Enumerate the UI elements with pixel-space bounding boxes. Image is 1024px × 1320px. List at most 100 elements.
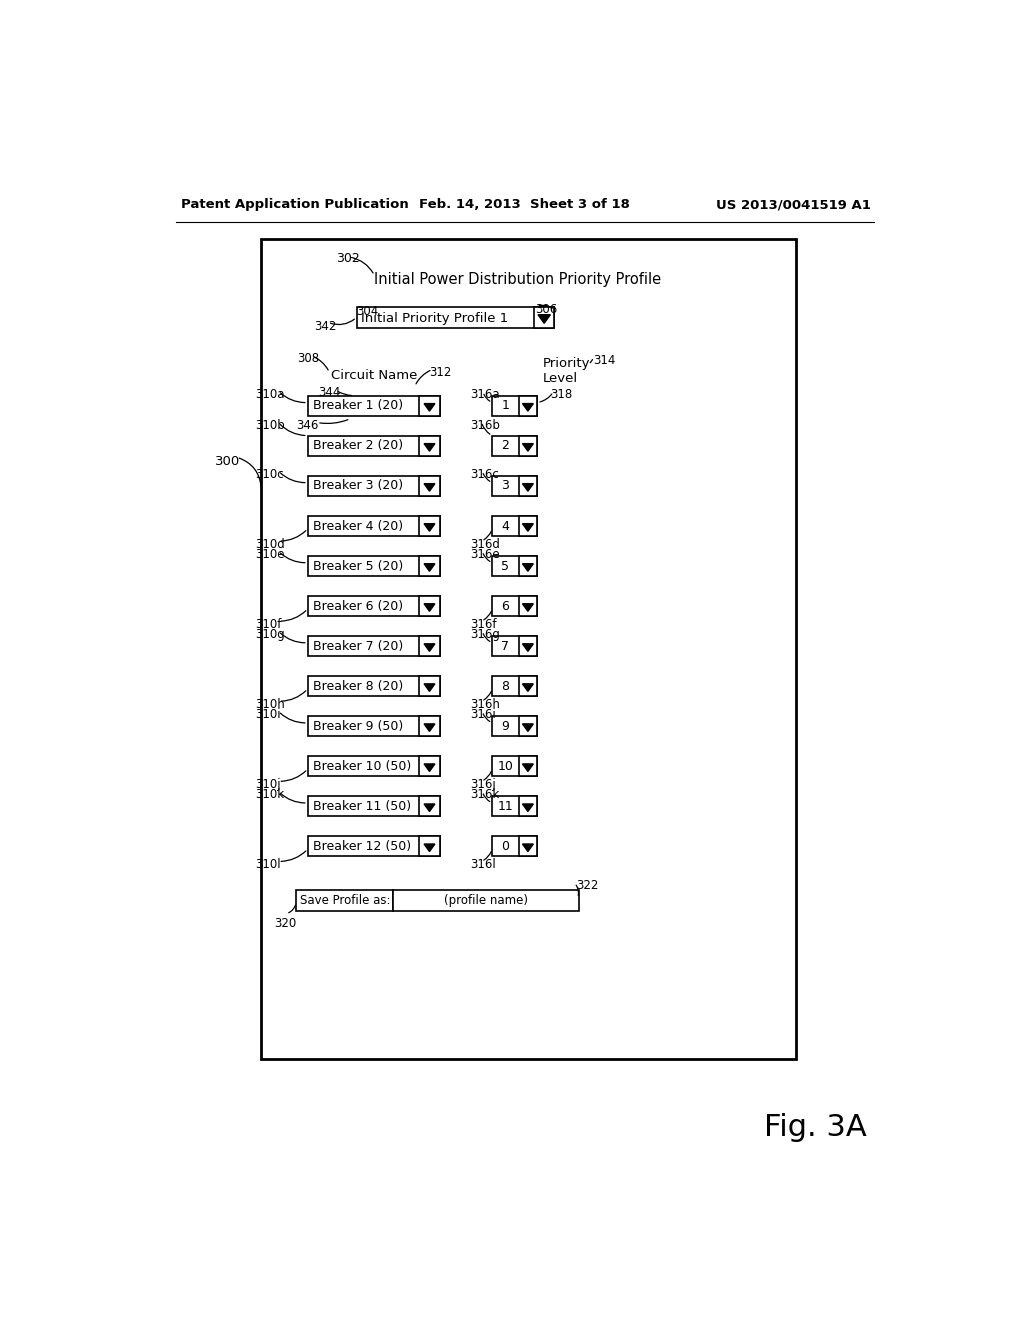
Text: 11: 11 (498, 800, 513, 813)
Text: Breaker 3 (20): Breaker 3 (20) (313, 479, 403, 492)
Text: 310k: 310k (255, 788, 285, 801)
Bar (420, 796, 439, 816)
Text: Breaker 8 (20): Breaker 8 (20) (313, 680, 403, 693)
Bar (420, 756, 439, 776)
Bar (518, 676, 538, 696)
Text: 310h: 310h (255, 698, 285, 711)
Bar (493, 475, 538, 496)
Polygon shape (424, 684, 435, 692)
Polygon shape (424, 644, 435, 651)
Text: Breaker 11 (50): Breaker 11 (50) (313, 800, 412, 813)
Polygon shape (424, 804, 435, 812)
Text: 1: 1 (502, 400, 509, 412)
Bar (308, 796, 439, 816)
Polygon shape (424, 564, 435, 572)
Text: Breaker 4 (20): Breaker 4 (20) (313, 520, 403, 532)
Text: 9: 9 (502, 719, 509, 733)
Bar (518, 595, 538, 615)
Bar (420, 475, 439, 496)
Text: Feb. 14, 2013  Sheet 3 of 18: Feb. 14, 2013 Sheet 3 of 18 (420, 198, 630, 211)
Bar (308, 636, 439, 656)
Text: 0: 0 (502, 840, 509, 853)
Bar (420, 676, 439, 696)
Polygon shape (538, 314, 550, 323)
Text: 304: 304 (356, 305, 379, 318)
Bar (420, 595, 439, 615)
Bar (518, 756, 538, 776)
Bar (420, 396, 439, 416)
Text: 316f: 316f (471, 618, 497, 631)
Bar (261, 239, 796, 1059)
Text: 316c: 316c (471, 469, 500, 480)
Text: Initial Priority Profile 1: Initial Priority Profile 1 (361, 312, 509, 325)
Text: 318: 318 (550, 388, 572, 401)
Polygon shape (522, 483, 534, 491)
Bar (518, 836, 538, 857)
Bar (356, 308, 554, 327)
Text: 3: 3 (502, 479, 509, 492)
Bar (535, 308, 554, 327)
Text: 6: 6 (502, 599, 509, 612)
Text: Breaker 9 (50): Breaker 9 (50) (313, 719, 403, 733)
Text: 310e: 310e (255, 548, 285, 561)
Polygon shape (424, 723, 435, 731)
Text: 316j: 316j (471, 779, 497, 791)
Bar (308, 396, 439, 416)
Text: 310l: 310l (255, 858, 281, 871)
Text: 310a: 310a (255, 388, 285, 401)
Polygon shape (424, 764, 435, 771)
Text: 316d: 316d (471, 539, 501, 550)
Text: 306: 306 (535, 304, 557, 317)
Bar (518, 436, 538, 455)
Bar (493, 715, 538, 737)
Bar (493, 595, 538, 615)
Text: 310g: 310g (255, 628, 285, 642)
Text: Patent Application Publication: Patent Application Publication (180, 198, 409, 211)
Text: 310b: 310b (255, 420, 285, 433)
Text: 2: 2 (502, 440, 509, 453)
Text: Circuit Name: Circuit Name (331, 368, 418, 381)
Bar (493, 836, 538, 857)
Polygon shape (522, 404, 534, 411)
Text: 310f: 310f (255, 618, 282, 631)
Bar (420, 636, 439, 656)
Text: 5: 5 (502, 560, 509, 573)
Bar (393, 890, 579, 911)
Text: Breaker 1 (20): Breaker 1 (20) (313, 400, 403, 412)
Bar (518, 796, 538, 816)
Text: 342: 342 (314, 321, 336, 333)
Bar (308, 756, 439, 776)
Polygon shape (522, 723, 534, 731)
Bar (518, 396, 538, 416)
Bar (493, 396, 538, 416)
Bar (308, 715, 439, 737)
Bar (493, 436, 538, 455)
Bar (308, 595, 439, 615)
Polygon shape (424, 483, 435, 491)
Text: Breaker 12 (50): Breaker 12 (50) (313, 840, 412, 853)
Text: Priority
Level: Priority Level (543, 358, 590, 385)
Text: (profile name): (profile name) (444, 894, 528, 907)
Text: 316e: 316e (471, 548, 500, 561)
Polygon shape (522, 684, 534, 692)
Text: 8: 8 (502, 680, 509, 693)
Polygon shape (522, 644, 534, 651)
Text: Breaker 2 (20): Breaker 2 (20) (313, 440, 403, 453)
Polygon shape (522, 804, 534, 812)
Bar (493, 556, 538, 576)
Bar (420, 836, 439, 857)
Polygon shape (424, 444, 435, 451)
Polygon shape (522, 444, 534, 451)
Bar (518, 636, 538, 656)
Text: 320: 320 (273, 917, 296, 929)
Polygon shape (522, 603, 534, 611)
Text: 316l: 316l (471, 858, 497, 871)
Polygon shape (424, 404, 435, 411)
Text: Save Profile as:: Save Profile as: (300, 894, 390, 907)
Text: 316g: 316g (471, 628, 501, 642)
Text: Breaker 6 (20): Breaker 6 (20) (313, 599, 403, 612)
Bar (308, 556, 439, 576)
Text: Initial Power Distribution Priority Profile: Initial Power Distribution Priority Prof… (375, 272, 662, 288)
Text: 300: 300 (215, 455, 240, 467)
Text: 308: 308 (297, 352, 319, 366)
